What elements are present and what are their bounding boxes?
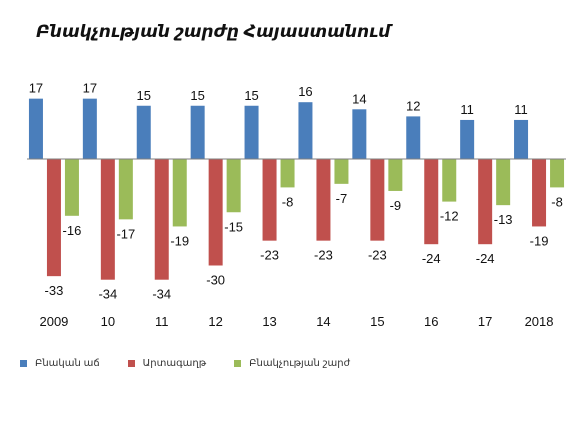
legend-item-population-movement: Բնակչության շարժ — [234, 358, 350, 369]
bar-emigration-2 — [154, 159, 169, 280]
data-label-emigration-1: -34 — [98, 287, 117, 302]
data-label-population-movement-9: -8 — [551, 194, 563, 209]
bar-emigration-7 — [424, 159, 439, 245]
bar-population-movement-8 — [496, 159, 511, 206]
data-label-emigration-3: -30 — [206, 273, 225, 288]
x-tick-label-8: 17 — [478, 314, 492, 329]
bar-natural-growth-0 — [28, 98, 43, 159]
x-tick-label-3: 12 — [208, 314, 222, 329]
data-label-population-movement-5: -7 — [336, 191, 348, 206]
legend-swatch-emigration — [127, 360, 135, 367]
data-label-population-movement-2: -19 — [170, 233, 189, 248]
bar-emigration-1 — [100, 159, 115, 280]
data-label-population-movement-4: -8 — [282, 194, 294, 209]
data-label-emigration-6: -23 — [368, 248, 387, 263]
legend-label-natural-growth: Բնական աճ — [35, 358, 100, 369]
data-label-natural-growth-8: 11 — [460, 102, 474, 117]
bar-population-movement-2 — [172, 159, 187, 227]
x-tick-label-0: 2009 — [39, 314, 68, 329]
bar-emigration-0 — [46, 159, 61, 277]
x-tick-label-1: 10 — [101, 314, 115, 329]
legend-label-emigration: Արտագաղթ — [142, 358, 207, 369]
bar-population-movement-4 — [280, 159, 295, 188]
bar-emigration-4 — [262, 159, 277, 241]
bar-population-movement-7 — [442, 159, 457, 202]
bar-emigration-9 — [532, 159, 547, 227]
data-label-natural-growth-1: 17 — [83, 81, 97, 96]
bar-natural-growth-3 — [190, 105, 205, 159]
bar-natural-growth-7 — [406, 116, 421, 159]
x-tick-label-6: 15 — [370, 314, 384, 329]
bar-natural-growth-9 — [514, 119, 529, 159]
x-tick-label-7: 16 — [424, 314, 438, 329]
data-label-natural-growth-2: 15 — [137, 88, 151, 103]
data-label-natural-growth-3: 15 — [190, 88, 204, 103]
bar-natural-growth-4 — [244, 105, 259, 159]
bar-natural-growth-6 — [352, 109, 367, 159]
data-label-natural-growth-6: 14 — [352, 91, 366, 106]
legend-item-emigration: Արտագաղթ — [127, 358, 207, 369]
bar-emigration-6 — [370, 159, 385, 241]
legend: Բնական աճ Արտագաղթ Բնակչության շարժ — [20, 358, 378, 369]
bar-emigration-3 — [208, 159, 223, 266]
bar-population-movement-0 — [64, 159, 79, 216]
bar-population-movement-1 — [118, 159, 133, 220]
data-label-emigration-8: -24 — [476, 251, 495, 266]
legend-swatch-natural-growth — [20, 360, 27, 367]
bar-population-movement-5 — [334, 159, 349, 184]
bar-emigration-8 — [478, 159, 493, 245]
data-label-population-movement-8: -13 — [494, 212, 513, 227]
data-label-population-movement-1: -17 — [116, 226, 135, 241]
bar-natural-growth-5 — [298, 102, 313, 159]
x-tick-label-2: 11 — [155, 314, 169, 329]
bar-emigration-5 — [316, 159, 331, 241]
bar-natural-growth-2 — [136, 105, 151, 159]
legend-label-population-movement: Բնակչության շարժ — [249, 358, 351, 369]
data-label-population-movement-3: -15 — [224, 219, 243, 234]
data-label-population-movement-0: -16 — [63, 223, 82, 238]
bar-natural-growth-8 — [460, 119, 475, 159]
x-tick-label-4: 13 — [262, 314, 276, 329]
data-label-emigration-5: -23 — [314, 248, 333, 263]
data-label-natural-growth-7: 12 — [406, 98, 420, 113]
data-label-natural-growth-5: 16 — [298, 84, 312, 99]
data-label-population-movement-7: -12 — [440, 209, 459, 224]
data-label-population-movement-6: -9 — [390, 198, 402, 213]
bar-population-movement-9 — [550, 159, 565, 188]
x-tick-label-9: 2018 — [525, 314, 554, 329]
data-label-natural-growth-0: 17 — [29, 81, 43, 96]
data-label-emigration-9: -19 — [530, 233, 549, 248]
data-label-emigration-4: -23 — [260, 248, 279, 263]
legend-swatch-population-movement — [234, 360, 242, 367]
bar-population-movement-3 — [226, 159, 241, 213]
legend-item-natural-growth: Բնական աճ — [20, 358, 100, 369]
data-label-natural-growth-9: 11 — [514, 102, 528, 117]
bar-population-movement-6 — [388, 159, 403, 191]
bar-natural-growth-1 — [82, 98, 97, 159]
chart-title: Բնակչության շարժը Հայաստանում — [36, 22, 391, 41]
data-label-emigration-2: -34 — [152, 287, 171, 302]
data-label-emigration-7: -24 — [422, 251, 441, 266]
data-label-emigration-0: -33 — [45, 283, 64, 298]
x-tick-label-5: 14 — [316, 314, 330, 329]
data-label-natural-growth-4: 15 — [244, 88, 258, 103]
